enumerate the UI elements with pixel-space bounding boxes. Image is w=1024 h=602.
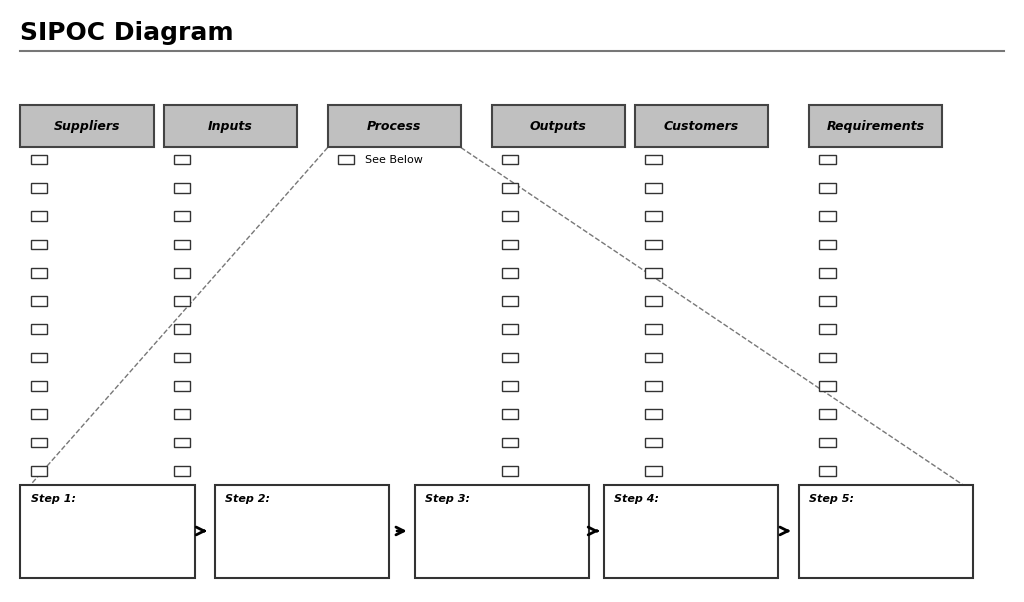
Bar (604, 485, 778, 578)
Bar (819, 211, 836, 221)
Bar (31, 155, 47, 164)
Bar (31, 183, 47, 193)
Bar (502, 296, 518, 306)
Bar (799, 485, 973, 578)
Bar (645, 296, 662, 306)
Bar (415, 485, 589, 578)
Bar (819, 381, 836, 391)
Bar (645, 240, 662, 249)
Bar (215, 485, 389, 578)
Bar (20, 105, 154, 147)
Bar (819, 268, 836, 278)
Bar (645, 268, 662, 278)
Bar (502, 381, 518, 391)
Bar (502, 240, 518, 249)
Bar (31, 353, 47, 362)
Bar (31, 268, 47, 278)
Bar (174, 268, 190, 278)
Bar (502, 353, 518, 362)
Bar (31, 409, 47, 419)
Bar (645, 353, 662, 362)
Bar (31, 211, 47, 221)
Bar (502, 466, 518, 476)
Text: See Below: See Below (365, 155, 423, 164)
Bar (328, 105, 461, 147)
Text: Suppliers: Suppliers (54, 120, 120, 133)
Text: SIPOC Diagram: SIPOC Diagram (20, 21, 234, 45)
Bar (174, 409, 190, 419)
Text: Outputs: Outputs (529, 120, 587, 133)
Bar (31, 466, 47, 476)
Bar (645, 381, 662, 391)
Bar (819, 466, 836, 476)
Bar (174, 324, 190, 334)
Bar (645, 409, 662, 419)
Bar (645, 466, 662, 476)
Text: Process: Process (367, 120, 422, 133)
Bar (174, 211, 190, 221)
Bar (819, 409, 836, 419)
Text: Step 4:: Step 4: (614, 494, 659, 504)
Bar (502, 438, 518, 447)
Bar (20, 485, 195, 578)
Bar (819, 183, 836, 193)
Bar (502, 324, 518, 334)
Bar (31, 296, 47, 306)
Bar (174, 381, 190, 391)
Bar (502, 155, 518, 164)
Bar (31, 381, 47, 391)
Text: Inputs: Inputs (208, 120, 253, 133)
Bar (645, 183, 662, 193)
Text: Requirements: Requirements (826, 120, 925, 133)
Bar (635, 105, 768, 147)
Bar (819, 353, 836, 362)
Bar (31, 438, 47, 447)
Bar (31, 240, 47, 249)
Bar (819, 240, 836, 249)
Bar (502, 268, 518, 278)
Bar (174, 466, 190, 476)
Text: Step 1:: Step 1: (31, 494, 76, 504)
Bar (819, 324, 836, 334)
Bar (645, 155, 662, 164)
Bar (645, 438, 662, 447)
Text: Step 5:: Step 5: (809, 494, 854, 504)
Bar (174, 353, 190, 362)
Bar (819, 155, 836, 164)
Bar (338, 155, 354, 164)
Bar (819, 438, 836, 447)
Bar (819, 296, 836, 306)
Bar (502, 409, 518, 419)
Bar (502, 183, 518, 193)
Text: Customers: Customers (664, 120, 739, 133)
Bar (174, 183, 190, 193)
Bar (31, 324, 47, 334)
Bar (645, 324, 662, 334)
Bar (174, 296, 190, 306)
Bar (809, 105, 942, 147)
Bar (164, 105, 297, 147)
Bar (492, 105, 625, 147)
Text: Step 3:: Step 3: (425, 494, 470, 504)
Bar (645, 211, 662, 221)
Bar (174, 155, 190, 164)
Bar (502, 211, 518, 221)
Text: Step 2:: Step 2: (225, 494, 270, 504)
Bar (174, 438, 190, 447)
Bar (174, 240, 190, 249)
